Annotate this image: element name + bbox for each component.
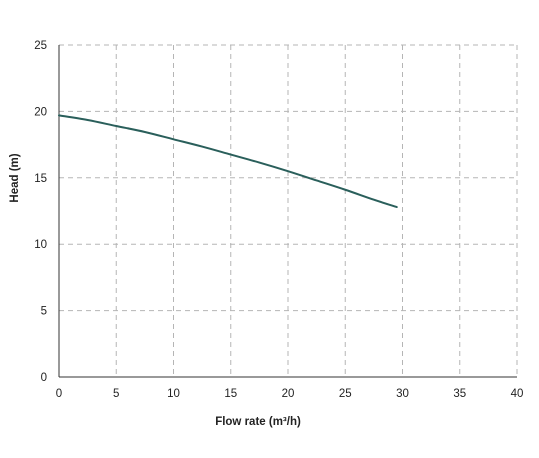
y-tick-label: 25 <box>34 40 47 52</box>
x-tick-label: 30 <box>396 388 409 400</box>
x-tick-label: 5 <box>113 388 119 400</box>
x-tick-label: 25 <box>339 388 352 400</box>
y-tick-label: 15 <box>34 173 47 185</box>
y-tick-label: 10 <box>34 239 47 251</box>
x-tick-labels: 0 5 10 15 20 25 30 35 40 <box>56 388 524 400</box>
x-tick-label: 10 <box>167 388 180 400</box>
x-tick-label: 15 <box>224 388 237 400</box>
axes <box>58 45 517 378</box>
x-tick-label: 0 <box>56 388 62 400</box>
y-tick-label: 5 <box>41 306 47 318</box>
y-tick-labels: 0 5 10 15 20 25 <box>34 40 47 384</box>
series-layer <box>58 114 398 209</box>
series-line-0 <box>58 114 398 209</box>
y-axis-title: Head (m) <box>9 153 21 202</box>
y-tick-label: 20 <box>34 106 47 118</box>
x-tick-label: 20 <box>282 388 295 400</box>
x-tick-label: 40 <box>511 388 524 400</box>
x-tick-label: 35 <box>453 388 466 400</box>
x-axis-title: Flow rate (m³/h) <box>215 416 301 428</box>
grid <box>59 44 518 377</box>
y-tick-label: 0 <box>41 372 47 384</box>
